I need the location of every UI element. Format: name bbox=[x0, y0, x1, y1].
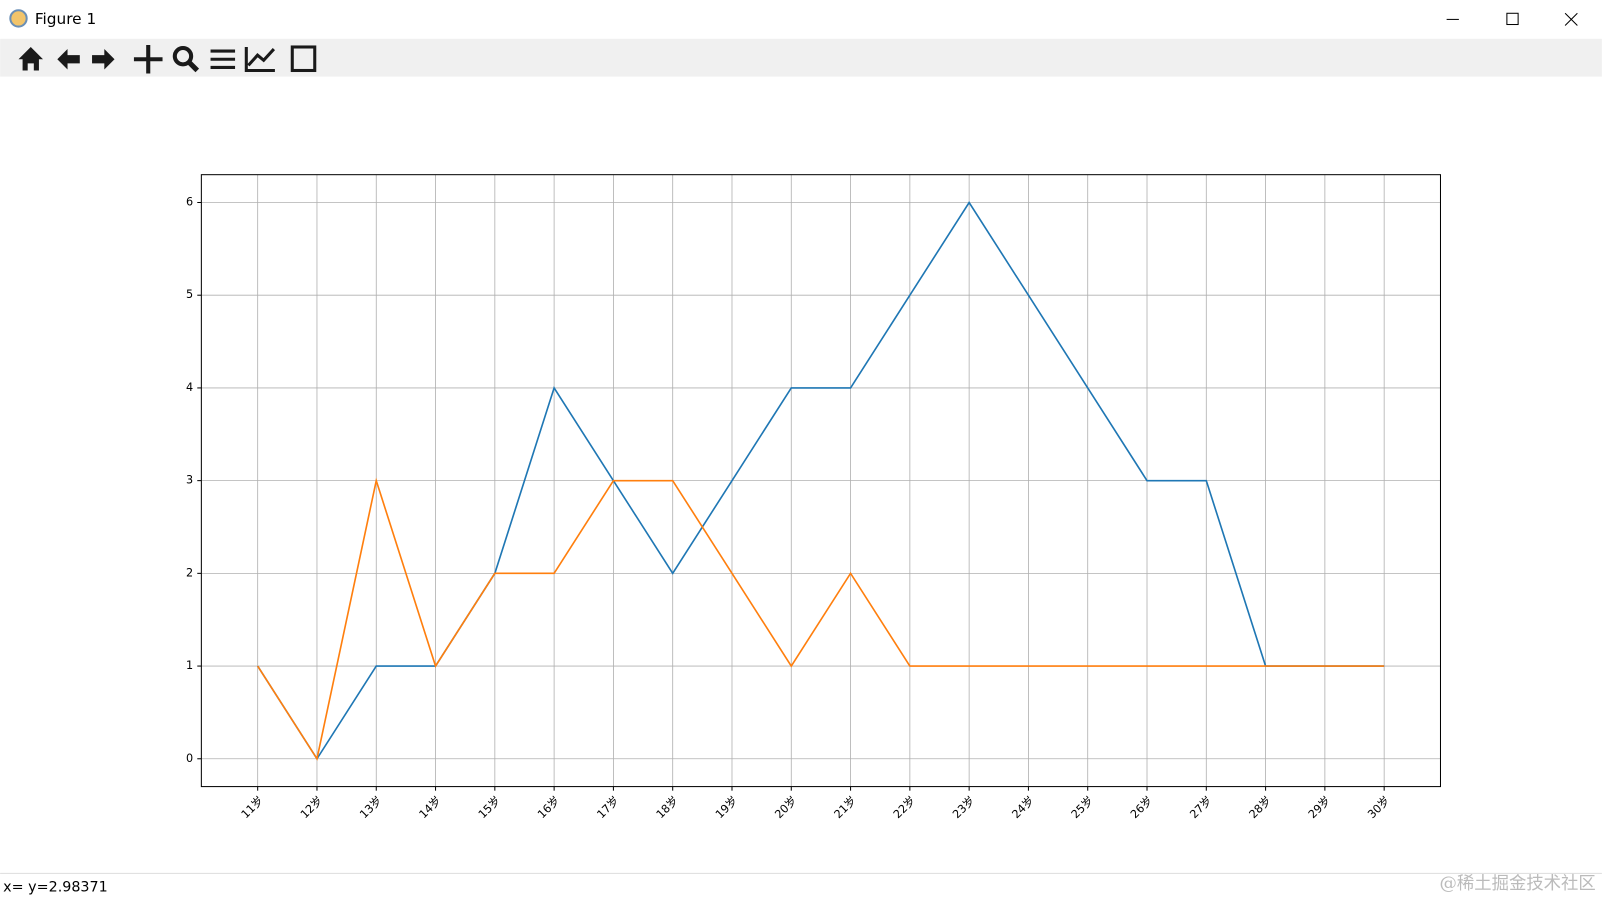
zoom-button[interactable] bbox=[172, 45, 200, 73]
y-tick-label: 1 bbox=[186, 659, 193, 672]
app-icon bbox=[9, 9, 28, 28]
window-title: Figure 1 bbox=[35, 10, 96, 28]
toolbar bbox=[0, 38, 1602, 77]
y-tick-label: 5 bbox=[186, 288, 193, 301]
watermark: @稀土掘金技术社区 bbox=[1440, 874, 1596, 894]
title-bar: Figure 1 bbox=[9, 9, 1578, 28]
y-tick-label: 4 bbox=[186, 381, 193, 394]
back-button[interactable] bbox=[57, 49, 80, 70]
series-line bbox=[256, 477, 1385, 761]
close-button[interactable] bbox=[1564, 12, 1578, 26]
save-button[interactable] bbox=[290, 45, 317, 73]
maximize-button[interactable] bbox=[1506, 12, 1519, 26]
axes-frame bbox=[200, 174, 1441, 788]
toolbar-icons bbox=[18, 44, 317, 74]
configure-button[interactable] bbox=[210, 49, 236, 69]
status-text: x= y=2.98371 bbox=[3, 880, 108, 896]
forward-button[interactable] bbox=[92, 49, 115, 70]
pan-button[interactable] bbox=[133, 44, 163, 74]
y-tick-label: 0 bbox=[186, 752, 193, 765]
y-tick-label: 2 bbox=[186, 566, 193, 579]
y-tick-label: 3 bbox=[186, 474, 193, 487]
y-tick-label: 6 bbox=[186, 195, 193, 208]
home-button[interactable] bbox=[18, 46, 44, 71]
edit-axis-button[interactable] bbox=[244, 46, 276, 73]
